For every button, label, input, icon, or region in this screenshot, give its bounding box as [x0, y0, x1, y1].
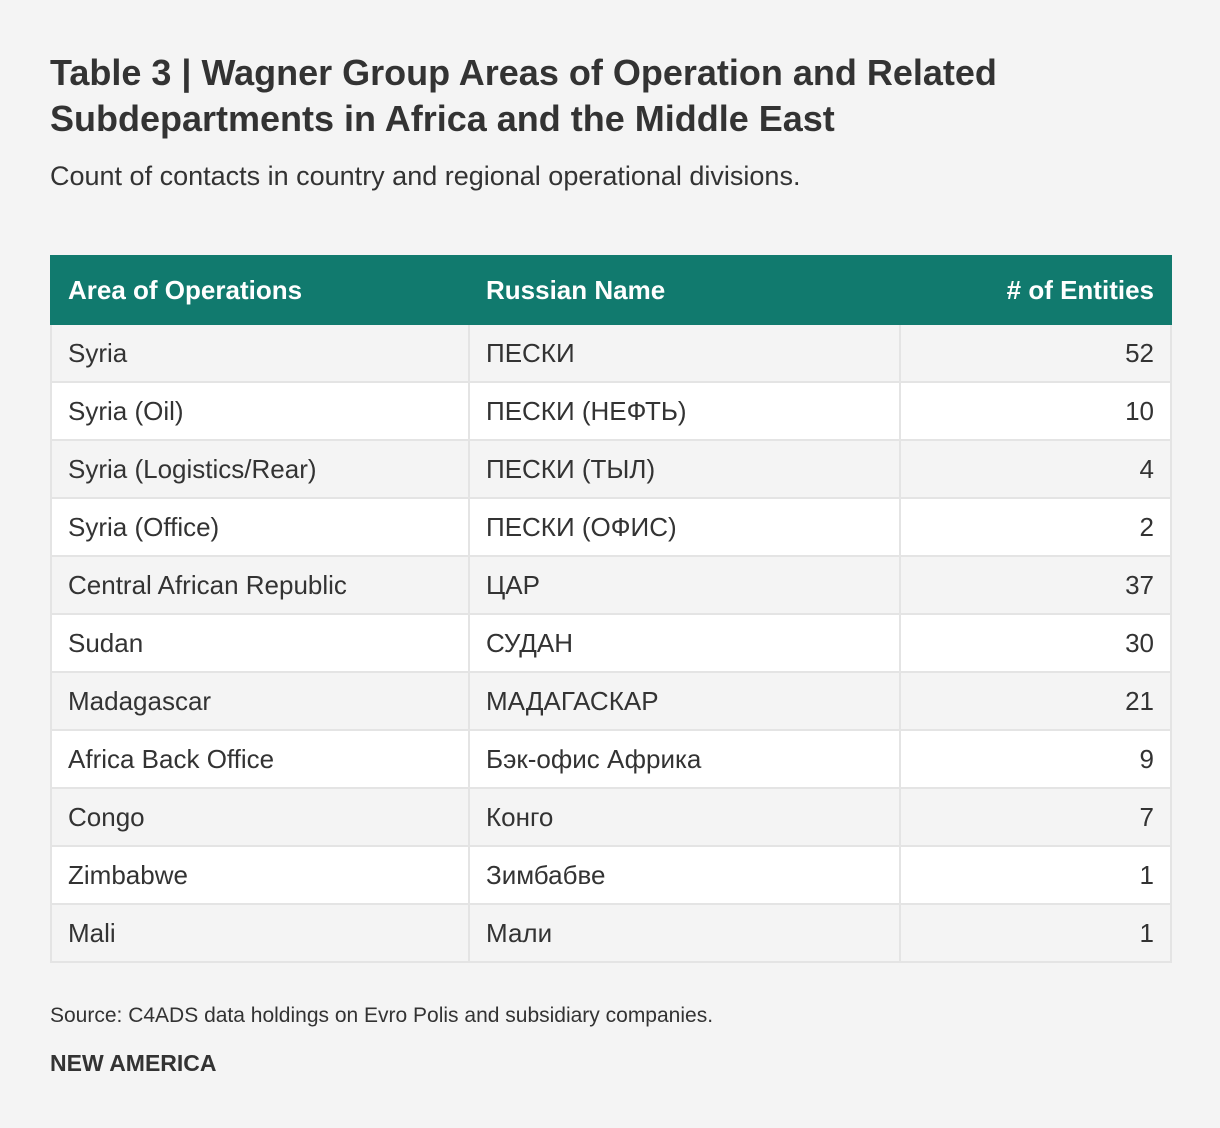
table-subtitle: Count of contacts in country and regiona…	[50, 161, 801, 191]
cell-area: Congo	[50, 787, 470, 847]
data-table: Area of Operations Russian Name # of Ent…	[50, 255, 1172, 963]
source-note: Source: C4ADS data holdings on Evro Poli…	[50, 1004, 714, 1027]
cell-entities: 7	[899, 787, 1172, 847]
cell-area: Mali	[50, 903, 470, 963]
cell-entities: 30	[899, 613, 1172, 673]
column-header-area: Area of Operations	[50, 255, 470, 325]
table-row: Syria (Oil) ПЕСКИ (НЕФТЬ) 10	[50, 381, 1172, 441]
cell-russian-name: ПЕСКИ (ТЫЛ)	[468, 439, 901, 499]
table-row: Central African Republic ЦАР 37	[50, 555, 1172, 615]
cell-area: Syria (Oil)	[50, 381, 470, 441]
cell-area: Syria	[50, 323, 470, 383]
cell-area: Madagascar	[50, 671, 470, 731]
cell-entities: 52	[899, 323, 1172, 383]
column-header-entities: # of Entities	[899, 255, 1172, 325]
cell-area: Syria (Logistics/Rear)	[50, 439, 470, 499]
cell-area: Syria (Office)	[50, 497, 470, 557]
table-body: Syria ПЕСКИ 52 Syria (Oil) ПЕСКИ (НЕФТЬ) 10 Sy…	[50, 323, 1172, 963]
cell-russian-name: Мали	[468, 903, 901, 963]
table-row: Syria (Logistics/Rear) ПЕСКИ (ТЫЛ) 4	[50, 439, 1172, 499]
table-row: Africa Back Office Бэк-офис Африка 9	[50, 729, 1172, 789]
cell-russian-name: СУДАН	[468, 613, 901, 673]
cell-entities: 10	[899, 381, 1172, 441]
cell-area: Central African Republic	[50, 555, 470, 615]
cell-russian-name: ЦАР	[468, 555, 901, 615]
data-table-container: Area of Operations Russian Name # of Ent…	[50, 255, 1172, 963]
cell-russian-name: Бэк-офис Африка	[468, 729, 901, 789]
cell-entities: 9	[899, 729, 1172, 789]
cell-entities: 2	[899, 497, 1172, 557]
brand-logo: NEW AMERICA	[50, 1050, 217, 1076]
cell-russian-name: ПЕСКИ	[468, 323, 901, 383]
table-row: Syria (Office) ПЕСКИ (ОФИС) 2	[50, 497, 1172, 557]
cell-entities: 21	[899, 671, 1172, 731]
cell-entities: 1	[899, 903, 1172, 963]
table-row: Sudan СУДАН 30	[50, 613, 1172, 673]
cell-russian-name: Конго	[468, 787, 901, 847]
cell-area: Africa Back Office	[50, 729, 470, 789]
table-row: Mali Мали 1	[50, 903, 1172, 963]
cell-russian-name: Зимбабве	[468, 845, 901, 905]
cell-entities: 4	[899, 439, 1172, 499]
cell-entities: 37	[899, 555, 1172, 615]
cell-russian-name: МАДАГАСКАР	[468, 671, 901, 731]
table-row: Syria ПЕСКИ 52	[50, 323, 1172, 383]
table-title: Table 3 | Wagner Group Areas of Operatio…	[50, 52, 997, 139]
cell-russian-name: ПЕСКИ (НЕФТЬ)	[468, 381, 901, 441]
table-row: Madagascar МАДАГАСКАР 21	[50, 671, 1172, 731]
table-header-row: Area of Operations Russian Name # of Ent…	[50, 255, 1172, 325]
cell-russian-name: ПЕСКИ (ОФИС)	[468, 497, 901, 557]
cell-area: Zimbabwe	[50, 845, 470, 905]
cell-entities: 1	[899, 845, 1172, 905]
table-row: Congo Конго 7	[50, 787, 1172, 847]
column-header-russian-name: Russian Name	[468, 255, 901, 325]
table-row: Zimbabwe Зимбабве 1	[50, 845, 1172, 905]
cell-area: Sudan	[50, 613, 470, 673]
